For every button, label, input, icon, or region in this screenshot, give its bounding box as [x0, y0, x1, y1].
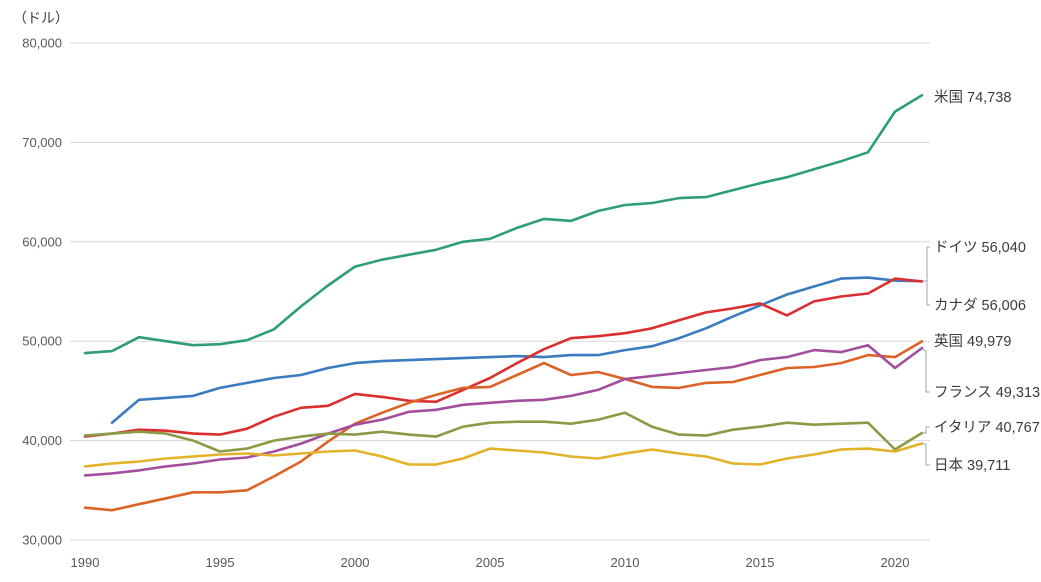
- label-leader-line-0: [922, 246, 930, 306]
- series-label-italy: イタリア 40,767: [934, 419, 1040, 436]
- series-label-canada: カナダ 56,006: [934, 297, 1026, 314]
- axis-unit-label: （ドル）: [13, 10, 69, 26]
- line-germany: [110, 276, 924, 425]
- line-france: [83, 343, 924, 477]
- label-leader-line-2: [922, 426, 930, 434]
- y-axis-label-40000: 40,000: [22, 433, 62, 448]
- y-axis-label-50000: 50,000: [22, 334, 62, 349]
- x-axis-label-2005: 2005: [476, 555, 505, 570]
- y-axis-label-70000: 70,000: [22, 135, 62, 150]
- line-japan: [83, 442, 924, 468]
- x-axis-label-2000: 2000: [341, 555, 370, 570]
- series-label-germany: ドイツ 56,040: [934, 240, 1026, 256]
- series-label-uk: 英国 49,979: [934, 332, 1011, 350]
- series-label-france: フランス 49,313: [934, 385, 1040, 401]
- y-axis-label-60000: 60,000: [22, 234, 62, 249]
- y-axis-label-80000: 80,000: [22, 36, 62, 51]
- line-usa: [83, 94, 924, 355]
- line-canada: [83, 277, 924, 438]
- x-axis-label-1995: 1995: [206, 555, 235, 570]
- series-label-japan: 日本 39,711: [934, 457, 1010, 474]
- y-axis-label-30000: 30,000: [22, 533, 62, 548]
- line-italy: [83, 411, 924, 453]
- x-axis-label-2020: 2020: [881, 555, 910, 570]
- x-axis-label-1990: 1990: [71, 555, 100, 570]
- line-uk: [83, 340, 924, 512]
- x-axis-label-2015: 2015: [746, 555, 775, 570]
- label-leader-line-3: [922, 443, 930, 466]
- label-leader-line-1: [921, 348, 930, 393]
- series-label-usa: 米国 74,738: [934, 89, 1011, 106]
- x-axis-label-2010: 2010: [611, 555, 640, 570]
